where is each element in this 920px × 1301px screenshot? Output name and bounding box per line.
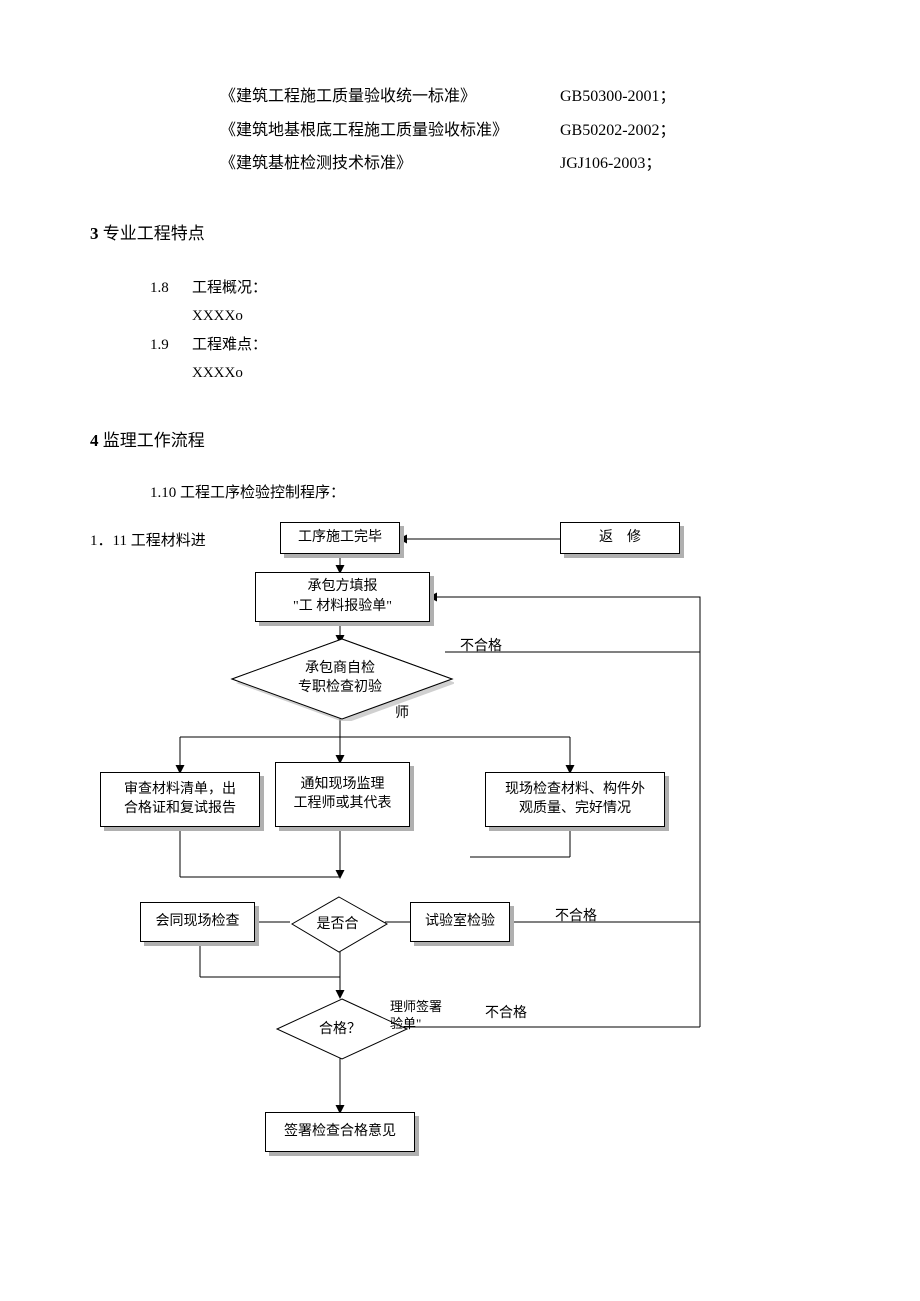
standard-code: GB50300-2001； [560,80,676,114]
node-sign-side: 理师签署 验单" [390,999,442,1033]
label-fail: 不合格 [555,905,597,925]
standards-list: 《建筑工程施工质量验收统一标准》 GB50300-2001； 《建筑地基根底工程… [220,80,830,181]
node-joint-check: 会同现场检查 [140,902,255,942]
standard-code: JGJ106-2003； [560,147,661,181]
standard-row: 《建筑工程施工质量验收统一标准》 GB50300-2001； [220,80,830,114]
section-3-heading: 3 专业工程特点 [90,219,830,244]
standard-name: 《建筑工程施工质量验收统一标准》 [220,80,560,114]
item-num: 1.8 [150,274,192,303]
item-1-10: 1.10 工程工序检验控制程序： [150,481,830,502]
flowchart-connectors [90,517,830,1177]
node-line: 承包商自检 [230,659,450,679]
node-line: 审查材料清单，出 [124,780,236,800]
node-line: 合格？ [275,1020,405,1040]
item-1-8: 1.8工程概况： [150,274,830,303]
section-title: 专业工程特点 [99,224,205,243]
section-4-heading: 4 监理工作流程 [90,426,830,451]
node-line: "工 材料报验单" [293,597,392,617]
node-review-materials: 审查材料清单，出 合格证和复试报告 [100,772,260,827]
node-site-inspect: 现场检查材料、构件外 观质量、完好情况 [485,772,665,827]
item-num: 1.9 [150,331,192,360]
item-label: 工程难点： [192,337,267,353]
section-title: 监理工作流程 [99,431,205,450]
node-line: 专职检查初验 [230,678,450,698]
node-side-text: 师 [395,702,409,722]
node-final-sign: 签署检查合格意见 [265,1112,415,1152]
item-label: 工程概况： [192,280,267,296]
node-line: 验单" [390,1016,442,1033]
node-line: 合格证和复试报告 [124,799,236,819]
node-line: 通知现场监理 [301,775,385,795]
node-pass-diamond: 合格？ [275,997,405,1057]
standard-name: 《建筑地基根底工程施工质量验收标准》 [220,114,560,148]
standard-row: 《建筑地基根底工程施工质量验收标准》 GB50202-2002； [220,114,830,148]
item-1-9-body: XXXXo [192,359,830,388]
node-start: 工序施工完毕 [280,522,400,554]
node-selfcheck-diamond: 承包商自检 专职检查初验 [230,637,450,717]
standard-row: 《建筑基桩检测技术标准》 JGJ106-2003； [220,147,830,181]
item-1-11-label: 1．11 工程材料进 [90,529,206,550]
label-fail: 不合格 [485,1002,527,1022]
node-line: 承包方填报 [308,577,378,597]
section-num: 4 [90,431,99,450]
node-return: 返 修 [560,522,680,554]
node-notify-engineer: 通知现场监理 工程师或其代表 [275,762,410,827]
label-fail: 不合格 [460,635,502,655]
standard-code: GB50202-2002； [560,114,676,148]
standard-name: 《建筑基桩检测技术标准》 [220,147,560,181]
node-fill-form: 承包方填报 "工 材料报验单" [255,572,430,622]
item-1-9: 1.9工程难点： [150,331,830,360]
node-lab-test: 试验室检验 [410,902,510,942]
node-line: 理师签署 [390,999,442,1016]
node-line: 是否合 [290,915,385,935]
flowchart: 1．11 工程材料进 工序施工完毕 返 修 承包方填报 "工 材料报验单" 承包… [90,517,830,1177]
node-line: 现场检查材料、构件外 [505,780,645,800]
node-is-ok-diamond: 是否合 [290,895,385,950]
item-1-8-body: XXXXo [192,302,830,331]
item-num: 1.10 [150,485,176,501]
item-label: 工程工序检验控制程序： [176,485,345,501]
section-num: 3 [90,224,99,243]
node-line: 工程师或其代表 [294,794,392,814]
node-line: 观质量、完好情况 [519,799,631,819]
